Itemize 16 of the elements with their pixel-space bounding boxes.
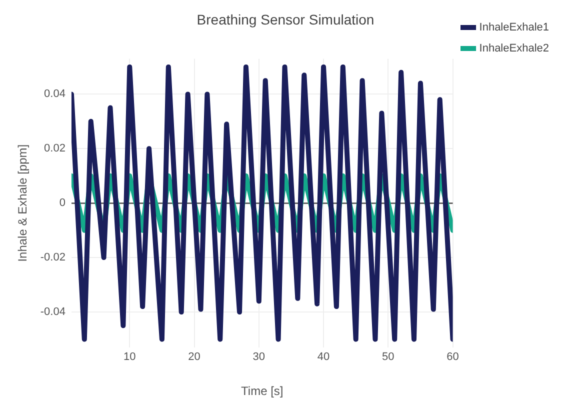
x-tick-label: 10 [124,351,136,364]
x-tick-label: 60 [446,351,459,364]
legend-label: InhaleExhale1 [479,22,550,34]
y-tick-label: 0.02 [44,142,66,155]
chart-title: Breathing Sensor Simulation [196,11,374,28]
x-tick-label: 20 [188,351,200,364]
legend-label: InhaleExhale2 [479,42,550,55]
x-tick-label: 40 [317,351,330,364]
x-tick-label: 50 [382,351,394,364]
x-tick-label: 30 [252,351,266,364]
y-tick-label: 0 [59,197,66,210]
y-tick-label: -0.02 [40,252,66,264]
x-axis-title: Time [s] [241,384,284,398]
y-tick-label: -0.04 [40,306,66,318]
y-axis-title: Inhale & Exhale [ppm] [16,144,30,262]
y-tick-label: 0.04 [44,88,66,100]
